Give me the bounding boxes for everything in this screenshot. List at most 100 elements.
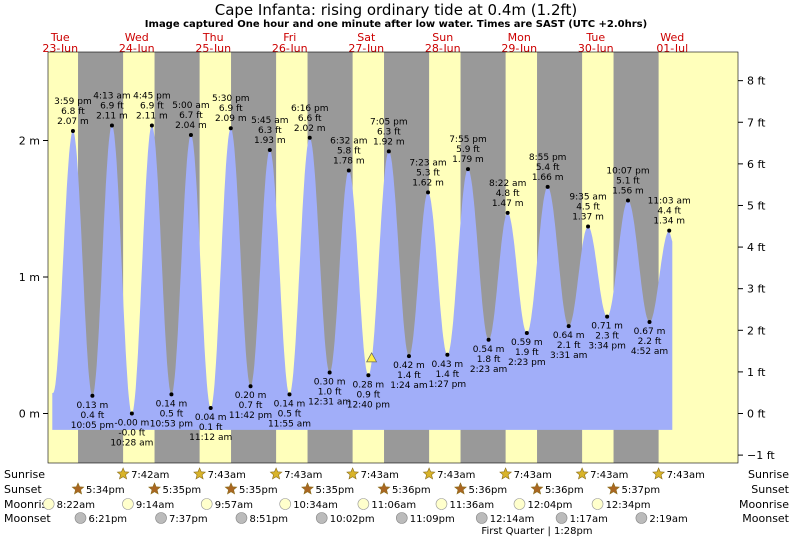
high-tide-label: 9:35 am [569, 192, 606, 202]
high-tide-label: 5.4 ft [536, 163, 560, 173]
low-tide-label: 1:24 am [390, 381, 427, 391]
low-tide-label: 3:34 pm [588, 342, 626, 352]
high-tide-point [149, 123, 154, 128]
low-tide-label: 0.5 ft [160, 409, 184, 419]
sunrise-icon [193, 467, 207, 480]
moonrise-icon [200, 498, 213, 510]
sunrise-icon [116, 467, 130, 480]
high-tide-label: 4.8 ft [496, 189, 520, 199]
low-tide-point [169, 392, 174, 397]
moonrise-time-label: 8:22am [57, 500, 95, 511]
high-tide-label: 7:23 am [409, 158, 446, 168]
low-tide-label: 3:31 am [550, 351, 587, 361]
high-tide-point [465, 167, 470, 172]
sunrise-icon [575, 467, 589, 480]
high-tide-label: 7:55 pm [449, 135, 487, 145]
moonset-icon [235, 512, 248, 524]
sunset-icon [71, 482, 85, 495]
sunrise-time-label: 7:42am [131, 470, 169, 481]
day-name-label: Wed [660, 31, 684, 44]
high-tide-point [267, 148, 272, 153]
high-tide-point [307, 135, 312, 140]
right-axis-feet: −1 ft 0 ft 1 ft 2 ft 3 ft 4 ft 5 ft 6 ft 7 ft 8 f… [738, 75, 775, 462]
low-tide-point [208, 406, 213, 411]
low-tide-label: 0.43 m [432, 360, 464, 370]
high-tide-point [228, 126, 233, 131]
low-tide-point [287, 392, 292, 397]
day-name-label: Tue [50, 31, 70, 44]
high-tide-label: 5:30 pm [212, 94, 250, 104]
sunset-time-label: 5:35pm [239, 485, 278, 496]
moonrise-icon [513, 498, 526, 510]
moonset-icon [635, 512, 648, 524]
high-tide-label: 4.5 ft [576, 202, 600, 212]
low-tide-label: 0.13 m [77, 401, 109, 411]
high-tide-label: 2.09 m [215, 114, 247, 124]
low-tide-label: 11:42 pm [229, 411, 272, 421]
sunset-time-label: 5:36pm [392, 485, 431, 496]
high-tide-label: 5:00 am [172, 101, 209, 111]
high-tide-label: 1.62 m [412, 178, 444, 188]
high-tide-label: 6.9 ft [219, 104, 243, 114]
low-tide-point [366, 373, 371, 378]
moonset-icon [74, 512, 87, 524]
low-tide-label: 4:52 am [631, 347, 668, 357]
high-tide-label: 2.07 m [57, 117, 89, 127]
low-tide-point [406, 354, 411, 359]
sunset-time-label: 5:37pm [622, 485, 661, 496]
high-tide-label: 6.3 ft [377, 127, 401, 137]
high-tide-label: 4:45 pm [133, 91, 171, 101]
sunset-icon [224, 482, 238, 495]
low-tide-label: 12:40 pm [347, 400, 390, 410]
high-tide-label: 2.11 m [96, 111, 128, 121]
sunrise-row-label-right: Sunrise [748, 468, 789, 481]
high-tide-label: 5:45 am [251, 116, 288, 126]
sunrise-icon [652, 467, 666, 480]
high-tide-point [386, 149, 391, 154]
feet-tick-label: 2 ft [747, 324, 766, 337]
moonrise-time-label: 11:36am [449, 500, 494, 511]
low-tide-label: 1.4 ft [436, 370, 460, 380]
low-tide-label: 10:28 am [110, 439, 153, 449]
feet-tick-label: 8 ft [747, 75, 766, 88]
day-name-label: Sun [432, 31, 453, 44]
low-tide-label: 11:12 am [189, 433, 232, 443]
low-tide-label: 10:05 pm [71, 421, 114, 431]
metre-tick-label: 1 m [19, 271, 40, 284]
low-tide-label: 10:53 pm [150, 419, 193, 429]
sunrise-time-label: 7:43am [284, 470, 322, 481]
day-name-label: Fri [283, 31, 296, 44]
high-tide-label: 4:13 am [93, 91, 130, 101]
moonrise-time-label: 10:34am [293, 500, 338, 511]
low-tide-label: 1:27 pm [429, 380, 467, 390]
sunrise-time-label: 7:43am [361, 470, 399, 481]
high-tide-label: 5.1 ft [616, 177, 640, 187]
high-tide-label: 2.04 m [175, 121, 207, 131]
high-tide-point [667, 228, 672, 233]
low-tide-label: 0.59 m [511, 338, 543, 348]
high-tide-point [545, 184, 550, 189]
high-tide-point [426, 190, 431, 195]
low-tide-point [605, 314, 610, 319]
day-name-label: Mon [508, 31, 531, 44]
low-tide-label: 1.9 ft [515, 348, 539, 358]
low-tide-label: 1.0 ft [318, 388, 342, 398]
moonset-time-label: 10:02pm [330, 514, 375, 525]
chart-subtitle: Image captured One hour and one minute a… [145, 19, 647, 30]
high-tide-label: 1.79 m [452, 155, 484, 165]
high-tide-point [70, 128, 75, 133]
low-tide-point [248, 384, 253, 389]
high-tide-point [625, 198, 630, 203]
low-tide-point [486, 337, 491, 342]
astronomy-rows: Sunrise Sunrise 7:42am 7:43am 7:43am 7:43am 7:… [4, 467, 790, 537]
high-tide-point [505, 210, 510, 215]
moonrise-time-label: 12:34pm [606, 500, 651, 511]
sunrise-icon [499, 467, 513, 480]
sunset-icon [530, 482, 544, 495]
feet-tick-label: 3 ft [747, 283, 766, 296]
moonrise-icon [279, 498, 291, 510]
high-tide-label: 5.8 ft [337, 147, 361, 157]
low-tide-label: 11:55 am [268, 419, 311, 429]
high-tide-label: 1.37 m [572, 212, 604, 222]
